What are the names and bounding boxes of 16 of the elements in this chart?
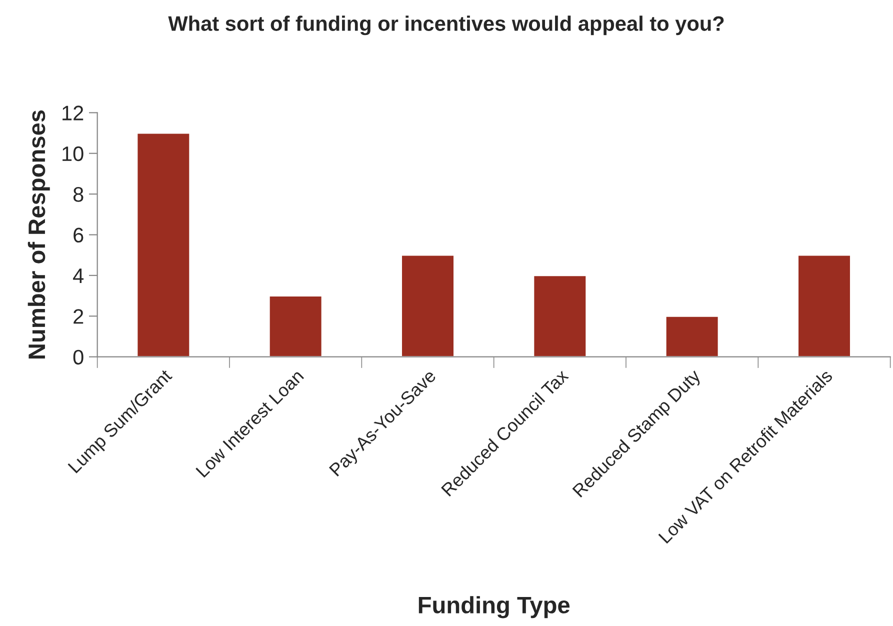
y-tick-label: 2 (74, 309, 84, 324)
y-tick-label: 12 (62, 106, 84, 120)
chart-title: What sort of funding or incentives would appeal to you? (168, 16, 724, 36)
y-tick-label: 4 (73, 268, 84, 283)
y-axis-title: Number of Responses (28, 110, 50, 358)
bar (136, 132, 191, 357)
y-tick-label: 10 (62, 146, 84, 162)
y-tick-label: 0 (73, 350, 84, 365)
bar (532, 274, 588, 357)
y-tick-label: 6 (74, 228, 84, 243)
y-tick-label: 8 (73, 187, 84, 202)
bar (797, 254, 852, 357)
bar (664, 315, 720, 357)
bar (400, 254, 455, 357)
bar (268, 295, 323, 357)
x-axis-title: Funding Type (418, 596, 570, 618)
